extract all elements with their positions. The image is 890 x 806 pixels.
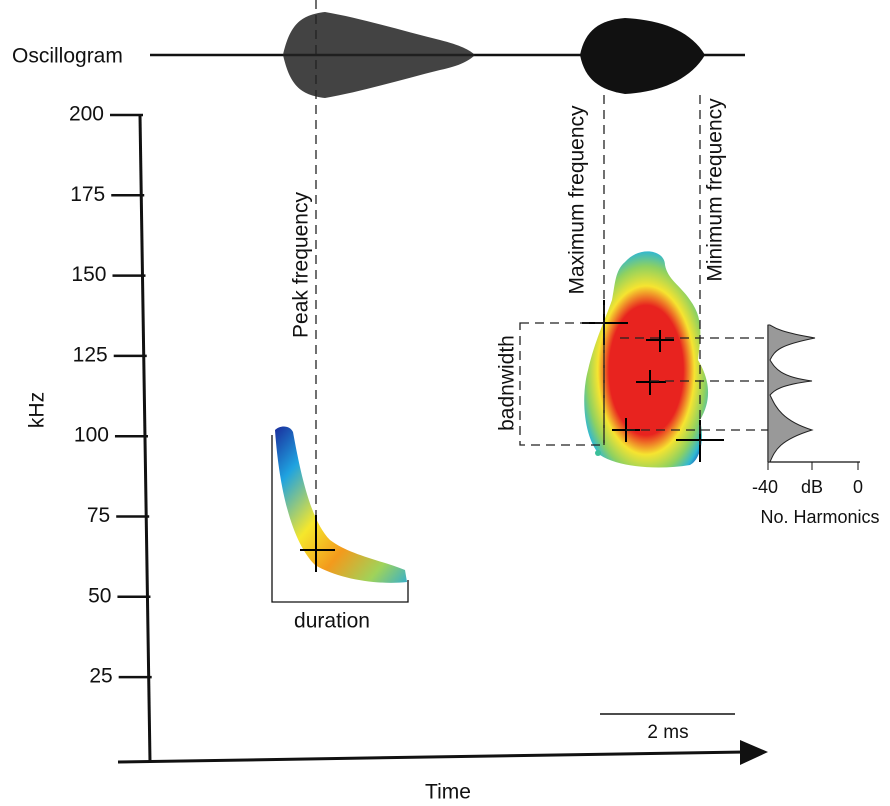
y-tick-label: 100 [74,424,109,447]
y-tick-label: 200 [69,103,104,126]
x-axis-arrow [740,740,768,765]
x-axis [117,750,746,764]
duration-bracket [271,435,409,603]
y-tick-label: 25 [89,665,112,688]
y-tick-label: 125 [73,343,108,366]
oscillogram-label: Oscillogram [12,45,123,68]
harmonics-spectrum [767,324,816,463]
peak-frequency-label: Peak frequency [290,192,313,338]
y-axis-label: kHz [26,392,49,428]
x-axis-label: Time [425,781,471,804]
max-frequency-label: Maximum frequency [566,105,589,295]
call-spectrogram [584,251,709,468]
scale-bar-label: 2 ms [647,722,688,743]
bandwidth-box [519,322,605,446]
y-tick-label: 75 [87,504,110,527]
y-tick-label: 50 [88,584,111,607]
min-frequency-label: Minimum frequency [704,98,727,282]
spectrogram-dot [595,450,601,456]
harmonics-tick-label: 0 [853,477,863,497]
y-tick-label: 150 [71,263,106,286]
call-spectrogram [275,426,407,583]
oscillogram-burst [580,18,705,94]
y-axis [138,114,152,763]
harmonics-label: No. Harmonics [760,507,879,527]
duration-label: duration [294,610,370,633]
harmonics-tick-label: -40 [752,477,778,497]
bandwidth-label: badnwidth [496,335,519,431]
harmonics-tick-label: dB [801,477,823,497]
y-tick-label: 175 [70,183,105,206]
oscillogram-burst [283,12,475,98]
